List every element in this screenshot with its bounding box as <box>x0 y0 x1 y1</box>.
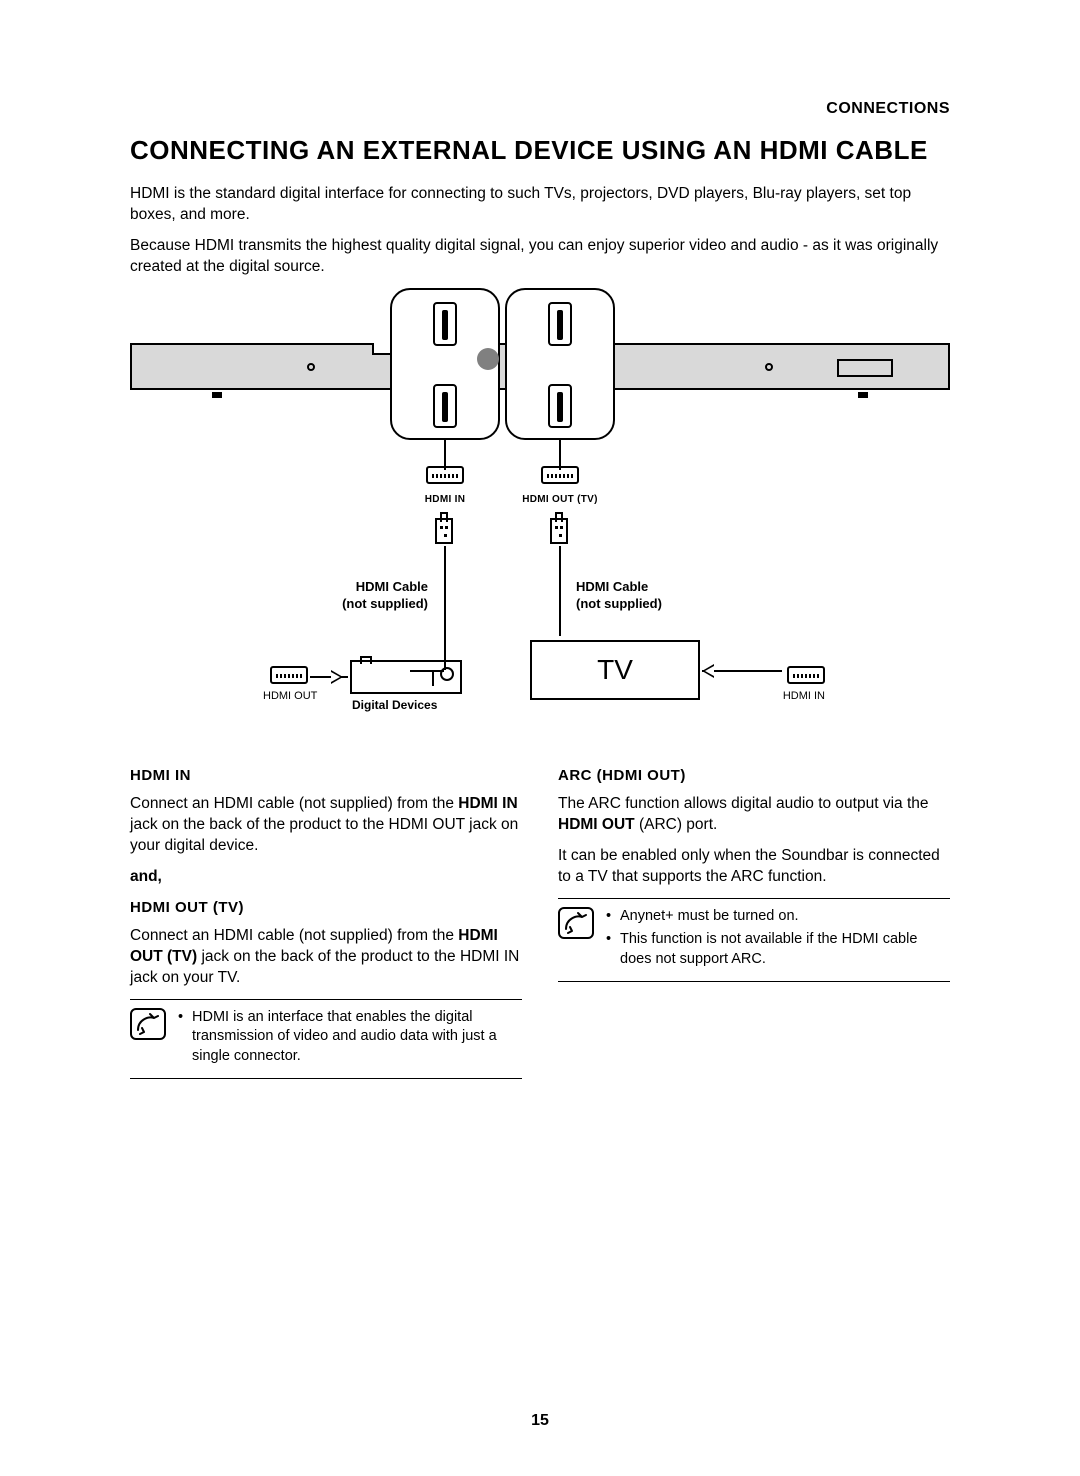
hdmi-port-icon <box>270 666 308 684</box>
hdmi-in-heading: HDMI IN <box>130 766 522 786</box>
note-item: HDMI is an interface that enables the di… <box>178 1008 516 1067</box>
hdmi-out-heading: HDMI OUT (TV) <box>130 898 522 918</box>
note-box: Anynet+ must be turned on. This function… <box>558 898 950 983</box>
arc-text-2: It can be enabled only when the Soundbar… <box>558 846 950 888</box>
note-item: This function is not available if the HD… <box>606 930 944 969</box>
digital-devices-label: Digital Devices <box>352 698 437 712</box>
intro-paragraph-2: Because HDMI transmits the highest quali… <box>130 236 950 278</box>
hdmi-plug-icon <box>550 518 568 544</box>
page-number: 15 <box>0 1412 1080 1430</box>
intro-paragraph-1: HDMI is the standard digital interface f… <box>130 184 950 226</box>
arrow-icon <box>702 664 714 678</box>
digital-device-icon <box>350 660 462 694</box>
hdmi-connection-diagram: HDMI IN HDMI OUT (TV) HDMI Cable(not sup… <box>130 288 950 738</box>
hdmi-port-icon <box>787 666 825 684</box>
hdmi-out-port-label: HDMI OUT (TV) <box>520 494 600 505</box>
hdmi-in-callout <box>390 288 500 440</box>
page-title: CONNECTING AN EXTERNAL DEVICE USING AN H… <box>130 136 950 166</box>
hdmi-in-port-label: HDMI IN <box>405 494 485 505</box>
hdmi-out-small-label: HDMI OUT <box>263 690 317 702</box>
hdmi-in-text: Connect an HDMI cable (not supplied) fro… <box>130 794 522 857</box>
note-icon <box>558 907 594 939</box>
and-label: and, <box>130 867 522 888</box>
hdmi-out-text: Connect an HDMI cable (not supplied) fro… <box>130 926 522 989</box>
left-column: HDMI IN Connect an HDMI cable (not suppl… <box>130 766 522 1080</box>
right-column: ARC (HDMI OUT) The ARC function allows d… <box>558 766 950 1080</box>
arrow-icon <box>331 670 343 684</box>
cable-label-left: HDMI Cable(not supplied) <box>318 578 428 613</box>
manual-page: CONNECTIONS CONNECTING AN EXTERNAL DEVIC… <box>0 0 1080 1476</box>
content-columns: HDMI IN Connect an HDMI cable (not suppl… <box>130 766 950 1080</box>
note-icon <box>130 1008 166 1040</box>
cable-label-right: HDMI Cable(not supplied) <box>576 578 686 613</box>
hdmi-plug-icon <box>435 518 453 544</box>
section-label: CONNECTIONS <box>130 100 950 118</box>
hdmi-port-icon <box>426 466 464 484</box>
note-box: HDMI is an interface that enables the di… <box>130 999 522 1080</box>
arc-heading: ARC (HDMI OUT) <box>558 766 950 786</box>
note-item: Anynet+ must be turned on. <box>606 907 944 927</box>
arc-text-1: The ARC function allows digital audio to… <box>558 794 950 836</box>
tv-box: TV <box>530 640 700 700</box>
hdmi-port-icon <box>541 466 579 484</box>
hdmi-in-small-label: HDMI IN <box>783 690 825 702</box>
hdmi-out-callout <box>505 288 615 440</box>
